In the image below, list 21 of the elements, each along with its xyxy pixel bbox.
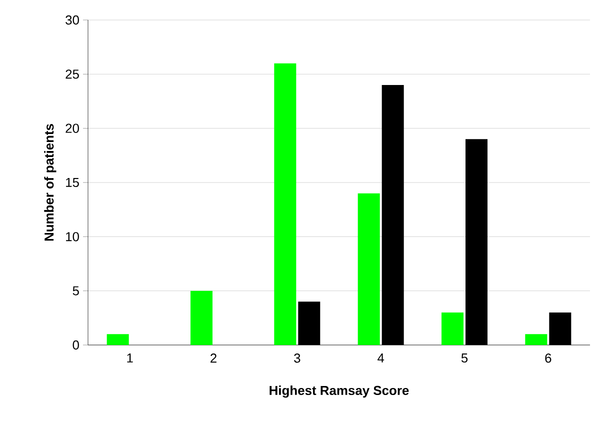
y-tick-label: 25 xyxy=(66,70,79,79)
y-tick-label: 20 xyxy=(66,124,79,133)
y-tick-label: 5 xyxy=(72,286,79,296)
bar xyxy=(190,290,213,345)
bar xyxy=(106,334,129,345)
x-tick-label: 1 xyxy=(127,354,133,362)
y-tick-label: 0 xyxy=(72,340,79,350)
y-tick-label: 15 xyxy=(66,178,79,188)
y-tick-label: 10 xyxy=(66,232,79,242)
y-tick-label: 30 xyxy=(66,15,79,25)
x-tick-label: 2 xyxy=(210,354,216,363)
x-tick-label: 4 xyxy=(378,354,384,362)
x-tick-label: 6 xyxy=(545,354,552,363)
bar xyxy=(274,63,296,345)
bar xyxy=(358,193,380,345)
y-axis-title: Number of patients xyxy=(44,124,56,241)
bar xyxy=(442,312,464,345)
x-tick-label: 5 xyxy=(461,354,468,363)
x-axis-title: Highest Ramsay Score xyxy=(270,386,409,398)
x-tick-label: 3 xyxy=(294,354,300,363)
bar xyxy=(525,334,548,345)
